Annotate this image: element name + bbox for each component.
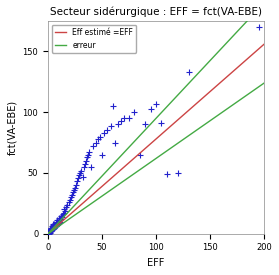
Point bbox=[64, 205, 69, 209]
Point bbox=[143, 122, 148, 127]
Point bbox=[51, 226, 56, 230]
Point bbox=[50, 224, 54, 229]
Point bbox=[62, 211, 66, 215]
Point bbox=[68, 195, 73, 199]
Point bbox=[86, 153, 90, 157]
Point bbox=[49, 226, 54, 230]
Point bbox=[113, 140, 117, 145]
Point bbox=[95, 137, 100, 141]
Point bbox=[105, 128, 110, 133]
Point bbox=[66, 200, 71, 204]
Point bbox=[119, 119, 124, 123]
Point bbox=[102, 131, 106, 135]
Point bbox=[89, 165, 93, 169]
Point bbox=[87, 150, 91, 155]
Point bbox=[51, 227, 56, 231]
Y-axis label: fct(VA-EBE): fct(VA-EBE) bbox=[7, 100, 17, 155]
Point bbox=[52, 222, 57, 226]
Point bbox=[121, 116, 126, 120]
Point bbox=[51, 223, 56, 227]
Point bbox=[63, 208, 68, 213]
Point bbox=[57, 221, 61, 225]
Point bbox=[58, 219, 62, 224]
Title: Secteur sidérurgique : EFF = fct(VA-EBE): Secteur sidérurgique : EFF = fct(VA-EBE) bbox=[50, 7, 262, 17]
Point bbox=[69, 193, 74, 197]
Point bbox=[175, 171, 180, 175]
Point bbox=[54, 218, 59, 222]
Point bbox=[52, 226, 57, 230]
Point bbox=[47, 230, 51, 235]
Point bbox=[49, 226, 54, 230]
Point bbox=[77, 173, 81, 178]
Point bbox=[53, 222, 58, 226]
Legend: Eff estimé =EFF, erreur: Eff estimé =EFF, erreur bbox=[52, 25, 136, 53]
Point bbox=[165, 172, 169, 176]
Point bbox=[98, 134, 102, 139]
Point bbox=[72, 188, 76, 192]
Point bbox=[67, 197, 72, 202]
Point bbox=[48, 228, 52, 232]
Point bbox=[59, 213, 63, 218]
Point bbox=[148, 106, 153, 111]
Point bbox=[59, 217, 63, 221]
Point bbox=[84, 159, 88, 163]
Point bbox=[116, 122, 121, 127]
Point bbox=[62, 207, 66, 212]
Point bbox=[53, 224, 58, 229]
Point bbox=[81, 165, 86, 169]
Point bbox=[56, 222, 60, 226]
Point bbox=[61, 212, 65, 216]
Point bbox=[186, 70, 191, 74]
Point bbox=[76, 176, 80, 180]
Point bbox=[57, 216, 61, 220]
Point bbox=[49, 229, 54, 233]
Point bbox=[78, 171, 83, 175]
Point bbox=[100, 153, 104, 157]
Point bbox=[75, 179, 80, 184]
Point bbox=[48, 230, 52, 235]
Point bbox=[80, 174, 85, 179]
Point bbox=[47, 229, 51, 233]
Point bbox=[91, 144, 96, 148]
Point bbox=[132, 110, 137, 114]
Point bbox=[50, 227, 54, 231]
Point bbox=[85, 155, 89, 160]
Point bbox=[138, 153, 142, 157]
Point bbox=[65, 202, 70, 207]
Point bbox=[159, 121, 164, 125]
Point bbox=[127, 116, 131, 120]
Point bbox=[74, 183, 78, 187]
Point bbox=[109, 123, 113, 128]
Point bbox=[47, 230, 51, 235]
Point bbox=[47, 232, 51, 236]
Point bbox=[154, 101, 158, 106]
Point bbox=[50, 228, 54, 232]
Point bbox=[54, 221, 59, 225]
Point bbox=[52, 224, 57, 229]
Point bbox=[79, 168, 84, 173]
Point bbox=[60, 214, 64, 219]
Point bbox=[71, 190, 75, 195]
Point bbox=[51, 222, 56, 226]
Point bbox=[110, 104, 115, 108]
Point bbox=[48, 227, 52, 231]
Point bbox=[257, 25, 261, 29]
Point bbox=[58, 216, 62, 220]
Point bbox=[48, 229, 52, 233]
Point bbox=[48, 229, 52, 233]
Point bbox=[48, 228, 52, 232]
X-axis label: EFF: EFF bbox=[147, 258, 165, 268]
Point bbox=[54, 223, 59, 227]
Point bbox=[50, 226, 54, 230]
Point bbox=[51, 224, 56, 229]
Point bbox=[49, 227, 54, 231]
Point bbox=[49, 228, 54, 232]
Point bbox=[57, 218, 61, 222]
Point bbox=[73, 185, 77, 190]
Point bbox=[93, 140, 98, 145]
Point bbox=[53, 219, 58, 224]
Point bbox=[56, 219, 60, 224]
Point bbox=[83, 162, 87, 167]
